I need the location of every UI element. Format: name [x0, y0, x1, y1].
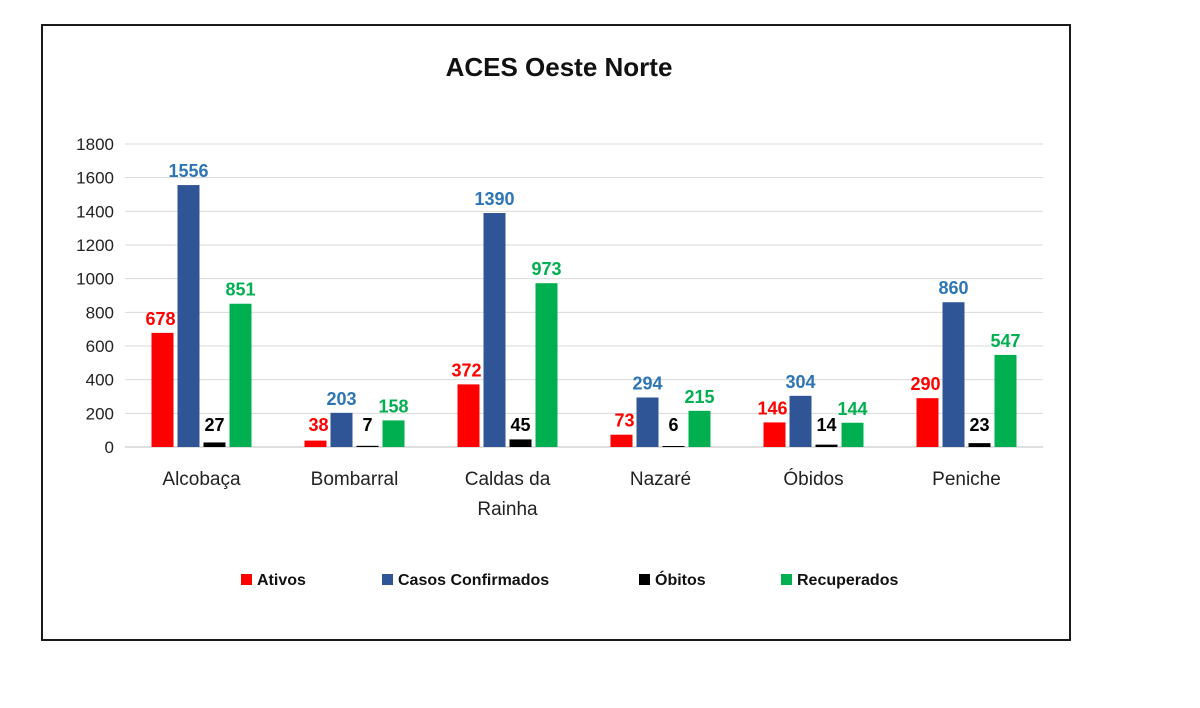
- data-label: 290: [910, 374, 940, 394]
- category-label: Bombarral: [311, 469, 399, 490]
- y-tick-label: 200: [86, 404, 114, 423]
- y-tick-label: 1000: [76, 270, 114, 289]
- data-label: 1556: [168, 161, 208, 181]
- data-label: 6: [668, 415, 678, 435]
- data-label: 294: [632, 374, 662, 394]
- data-label: 7: [362, 415, 372, 435]
- data-label: 45: [510, 415, 530, 435]
- data-label: 372: [451, 360, 481, 380]
- chart-title: ACES Oeste Norte: [446, 52, 673, 82]
- bar-óbitos: [662, 445, 685, 447]
- data-label: 144: [837, 399, 867, 419]
- bar-ativos: [457, 384, 480, 447]
- legend-swatch: [639, 574, 650, 585]
- y-tick-label: 800: [86, 303, 114, 322]
- y-tick-label: 1800: [76, 135, 114, 154]
- legend-label: Recuperados: [797, 572, 898, 589]
- bar-recuperados: [841, 422, 864, 447]
- category-label: Óbidos: [783, 468, 843, 490]
- bars: [151, 185, 1017, 447]
- bar-casos-confirmados: [636, 397, 659, 447]
- chart-frame: ACES Oeste Norte 0 200 400 600 800 1000 1200 14…: [41, 24, 1071, 641]
- category-label: Nazaré: [630, 469, 691, 490]
- bar-recuperados: [229, 303, 252, 447]
- legend-label: Ativos: [257, 572, 306, 589]
- data-label: 304: [785, 372, 815, 392]
- data-label: 215: [684, 387, 714, 407]
- bar-casos-confirmados: [177, 185, 200, 447]
- legend-swatch: [781, 574, 792, 585]
- bar-casos-confirmados: [483, 213, 506, 447]
- data-label: 547: [990, 331, 1020, 351]
- bar-ativos: [763, 422, 786, 447]
- data-label: 146: [757, 398, 787, 418]
- bar-óbitos: [968, 443, 991, 447]
- legend-label: Óbitos: [655, 570, 706, 589]
- y-tick-label: 1400: [76, 202, 114, 221]
- bar-chart: ACES Oeste Norte 0 200 400 600 800 1000 1200 14…: [76, 52, 1043, 589]
- category-label: Rainha: [477, 499, 538, 520]
- bar-recuperados: [994, 354, 1017, 447]
- data-label: 678: [145, 309, 175, 329]
- bar-óbitos: [509, 439, 532, 447]
- bar-recuperados: [535, 283, 558, 447]
- x-axis-categories: Alcobaça Bombarral Caldas da Rainha Nazaré Ób…: [162, 468, 1000, 520]
- data-labels: 6781556278513820371583721390459737329462…: [145, 161, 1020, 435]
- y-tick-label: 0: [105, 438, 114, 457]
- data-label: 860: [938, 278, 968, 298]
- bar-casos-confirmados: [330, 412, 353, 447]
- data-label: 203: [326, 389, 356, 409]
- legend-label: Casos Confirmados: [398, 572, 549, 589]
- bar-casos-confirmados: [789, 395, 812, 447]
- bar-ativos: [151, 332, 174, 447]
- data-label: 27: [204, 415, 224, 435]
- data-label: 973: [531, 259, 561, 279]
- data-label: 38: [308, 415, 328, 435]
- data-label: 73: [614, 411, 634, 431]
- legend-swatch: [382, 574, 393, 585]
- y-tick-label: 1600: [76, 169, 114, 188]
- data-label: 158: [378, 396, 408, 416]
- bar-óbitos: [815, 444, 838, 447]
- category-label: Peniche: [932, 469, 1001, 490]
- bar-casos-confirmados: [942, 302, 965, 447]
- gridlines: [125, 143, 1043, 448]
- data-label: 23: [969, 415, 989, 435]
- bar-ativos: [304, 440, 327, 447]
- legend: Ativos Casos Confirmados Óbitos Recuperados: [241, 570, 898, 589]
- legend-swatch: [241, 574, 252, 585]
- y-tick-label: 400: [86, 371, 114, 390]
- category-label: Alcobaça: [162, 469, 241, 490]
- bar-óbitos: [356, 445, 379, 447]
- data-label: 14: [816, 415, 836, 435]
- data-label: 851: [225, 280, 255, 300]
- y-axis-ticks: 0 200 400 600 800 1000 1200 1400 1600 1800: [76, 135, 114, 457]
- bar-recuperados: [688, 410, 711, 447]
- bar-óbitos: [203, 442, 226, 447]
- bar-ativos: [610, 434, 633, 447]
- bar-recuperados: [382, 420, 405, 447]
- data-label: 1390: [474, 189, 514, 209]
- category-label: Caldas da: [465, 469, 551, 490]
- y-tick-label: 1200: [76, 236, 114, 255]
- bar-ativos: [916, 398, 939, 447]
- y-tick-label: 600: [86, 337, 114, 356]
